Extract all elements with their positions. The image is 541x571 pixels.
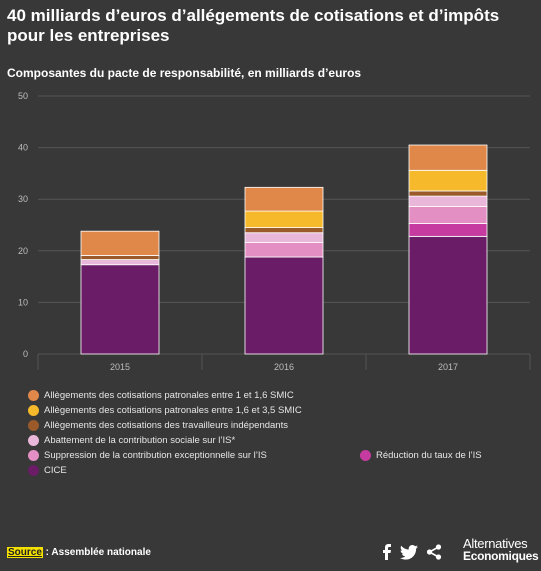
brand-line1: Alternatives: [463, 536, 528, 551]
bar-segment: [244, 186, 324, 212]
source-note: Source : Assemblée nationale: [7, 547, 151, 558]
stacked-bar-chart: 0 10 20 30 40 50 2015 2016 2017: [18, 91, 531, 372]
legend-label: Réduction du taux de l’IS: [376, 450, 482, 461]
chart-title: 40 milliards d’euros d’allégements de co…: [7, 6, 500, 45]
y-tick-label: 30: [18, 194, 28, 204]
bar-segment: [80, 264, 160, 355]
y-tick-label: 20: [18, 246, 28, 256]
y-tick-label: 0: [23, 349, 28, 359]
legend-label: Allègements des cotisations patronales e…: [44, 390, 294, 401]
bar-segment: [244, 256, 324, 355]
legend-item-reduction-is[interactable]: Réduction du taux de l’IS: [360, 450, 482, 461]
bar-segment: [80, 255, 160, 260]
legend-item-allegements-1-1-6[interactable]: Allègements des cotisations patronales e…: [28, 390, 294, 401]
y-tick-label: 50: [18, 91, 28, 101]
legend-item-allegements-1-6-3-5[interactable]: Allègements des cotisations patronales e…: [28, 405, 302, 416]
legend-item-independants[interactable]: Allègements des cotisations des travaill…: [28, 420, 288, 431]
bar-segment: [244, 232, 324, 243]
legend-label: Allègements des cotisations patronales e…: [44, 405, 302, 416]
bar-segment: [244, 242, 324, 258]
chart-subtitle: Composantes du pacte de responsabilité, …: [7, 66, 362, 80]
legend-label: Suppression de la contribution exception…: [44, 450, 267, 461]
bar-segment: [408, 195, 488, 207]
source-link[interactable]: Source: [7, 547, 43, 558]
x-tick-label: 2017: [438, 362, 458, 372]
twitter-icon[interactable]: [400, 544, 418, 560]
legend-item-suppression[interactable]: Suppression de la contribution exception…: [28, 450, 267, 461]
legend-item-abattement[interactable]: Abattement de la contribution sociale su…: [28, 435, 235, 446]
bar-segment: [244, 210, 324, 228]
share-bar: [380, 544, 442, 560]
bar-segment: [408, 144, 488, 171]
x-tick-label: 2016: [274, 362, 294, 372]
legend-item-cice[interactable]: CICE: [28, 465, 67, 476]
legend-swatch: [28, 390, 39, 401]
legend-swatch: [28, 435, 39, 446]
brand-logo[interactable]: Alternatives Economiques: [463, 536, 539, 563]
bar-segment: [80, 230, 160, 256]
bar-segment: [408, 169, 488, 192]
source-text: : Assemblée nationale: [42, 547, 151, 558]
bar-segment: [408, 206, 488, 224]
share-icon[interactable]: [426, 544, 442, 560]
legend-swatch: [28, 420, 39, 431]
facebook-icon[interactable]: [380, 544, 392, 560]
bar-segment: [408, 223, 488, 237]
legend-swatch: [28, 450, 39, 461]
legend-label: Abattement de la contribution sociale su…: [44, 435, 236, 446]
legend-swatch: [28, 465, 39, 476]
bar-segment: [80, 259, 160, 266]
brand-line2: Economiques: [463, 549, 539, 563]
bar-segment: [244, 227, 324, 234]
legend-swatch: [360, 450, 371, 461]
x-tick-label: 2015: [110, 362, 130, 372]
bar-segment: [408, 190, 488, 197]
bar-segment: [408, 235, 488, 355]
y-tick-label: 40: [18, 143, 28, 153]
legend-swatch: [28, 405, 39, 416]
y-tick-label: 10: [18, 297, 28, 307]
legend-label: Allègements des cotisations des travaill…: [44, 420, 288, 431]
legend: Allègements des cotisations patronales e…: [28, 390, 528, 500]
legend-label: CICE: [44, 465, 67, 476]
